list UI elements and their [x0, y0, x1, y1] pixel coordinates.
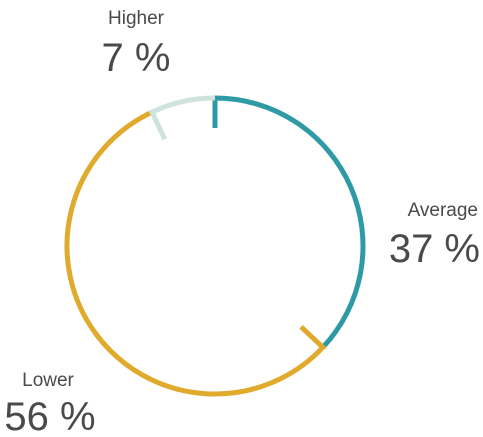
- slice-arc-lower: [64, 109, 327, 397]
- slice-label-average: Average: [408, 200, 478, 221]
- slice-value-higher: 7 %: [102, 36, 171, 80]
- slice-arc-higher: [148, 95, 216, 141]
- slice-label-lower: Lower: [22, 370, 74, 391]
- slice-arc-average: [212, 95, 366, 350]
- donut-arcs: [64, 95, 366, 397]
- slice-value-average: 37 %: [389, 227, 480, 271]
- slice-label-higher: Higher: [108, 8, 165, 29]
- slice-value-lower: 56 %: [4, 395, 95, 437]
